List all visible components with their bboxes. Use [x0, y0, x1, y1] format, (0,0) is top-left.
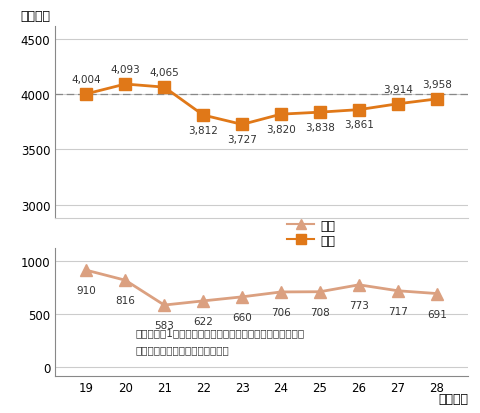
- Text: 3,838: 3,838: [305, 123, 335, 133]
- Text: 622: 622: [193, 316, 213, 326]
- Text: 3,812: 3,812: [188, 126, 218, 135]
- Text: （億円）: （億円）: [20, 10, 50, 23]
- Text: 4,004: 4,004: [72, 75, 101, 85]
- Text: 増減額と合わない場合がある。: 増減額と合わない場合がある。: [136, 344, 229, 354]
- Text: 583: 583: [154, 320, 174, 330]
- Text: 706: 706: [271, 307, 291, 318]
- Text: 4,065: 4,065: [149, 68, 179, 78]
- Text: 910: 910: [76, 286, 96, 296]
- Text: 660: 660: [232, 312, 252, 322]
- Text: 708: 708: [310, 307, 330, 317]
- Text: 816: 816: [115, 296, 135, 306]
- Text: ＊収入額は1億円未満を四捨五入しているため合計や前年度: ＊収入額は1億円未満を四捨五入しているため合計や前年度: [136, 328, 305, 337]
- Text: 4,093: 4,093: [110, 65, 140, 75]
- Text: 3,820: 3,820: [266, 125, 296, 135]
- Text: 717: 717: [388, 306, 408, 316]
- Text: 773: 773: [349, 300, 369, 310]
- Text: 3,861: 3,861: [344, 120, 374, 130]
- Text: 3,958: 3,958: [422, 80, 452, 90]
- Text: （年度）: （年度）: [438, 392, 468, 406]
- Text: 691: 691: [427, 309, 447, 319]
- Text: 3,914: 3,914: [383, 85, 413, 95]
- Legend: 法人, 個人: 法人, 個人: [287, 219, 336, 247]
- Text: 3,727: 3,727: [227, 135, 257, 145]
